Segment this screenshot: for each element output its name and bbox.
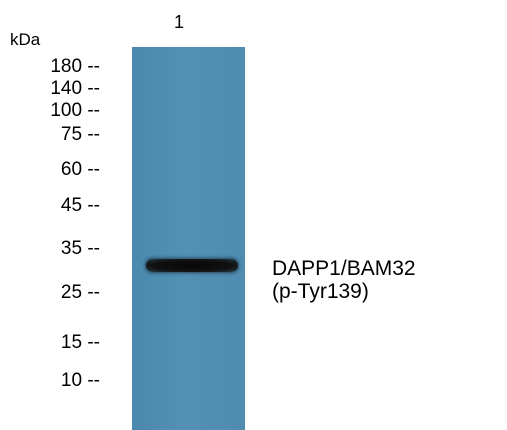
- protein-name: DAPP1/BAM32: [272, 257, 416, 280]
- marker-15: 15 --: [60, 332, 100, 353]
- marker-60: 60 --: [60, 159, 100, 180]
- marker-140: 140 --: [50, 78, 100, 99]
- blot-membrane: [132, 47, 245, 430]
- marker-25: 25 --: [60, 282, 100, 303]
- unit-label: kDa: [10, 30, 41, 49]
- marker-75: 75 --: [60, 124, 100, 145]
- protein-label: DAPP1/BAM32 (p-Tyr139): [272, 257, 416, 303]
- marker-10: 10 --: [60, 370, 100, 391]
- marker-100: 100 --: [50, 100, 100, 121]
- lane-number: 1: [174, 12, 185, 32]
- marker-180: 180 --: [50, 56, 100, 77]
- marker-45: 45 --: [60, 195, 100, 216]
- marker-35: 35 --: [60, 238, 100, 259]
- protein-band: [146, 259, 238, 272]
- protein-modification: (p-Tyr139): [272, 280, 369, 303]
